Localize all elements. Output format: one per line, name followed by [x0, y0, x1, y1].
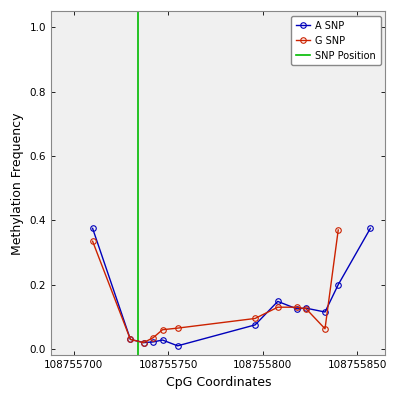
A SNP [323, 310, 328, 314]
A SNP [128, 337, 133, 342]
Legend: A SNP, G SNP, SNP Position: A SNP, G SNP, SNP Position [291, 16, 381, 66]
G SNP [304, 306, 308, 311]
Line: A SNP: A SNP [90, 226, 373, 348]
A SNP [90, 226, 95, 231]
G SNP [160, 327, 165, 332]
G SNP [294, 305, 299, 310]
A SNP [294, 306, 299, 311]
A SNP [151, 340, 156, 344]
A SNP [253, 322, 258, 327]
Y-axis label: Methylation Frequency: Methylation Frequency [11, 112, 24, 254]
A SNP [336, 282, 341, 287]
X-axis label: CpG Coordinates: CpG Coordinates [166, 376, 271, 389]
A SNP [175, 344, 180, 348]
G SNP [336, 228, 341, 232]
A SNP [141, 340, 146, 345]
A SNP [275, 299, 280, 304]
G SNP [141, 340, 146, 345]
G SNP [151, 335, 156, 340]
G SNP [90, 239, 95, 244]
G SNP [253, 316, 258, 321]
G SNP [275, 305, 280, 310]
G SNP [323, 326, 328, 331]
G SNP [128, 337, 133, 342]
A SNP [304, 306, 308, 310]
G SNP [175, 326, 180, 330]
Line: G SNP: G SNP [90, 227, 341, 345]
A SNP [368, 226, 373, 231]
A SNP [160, 338, 165, 342]
